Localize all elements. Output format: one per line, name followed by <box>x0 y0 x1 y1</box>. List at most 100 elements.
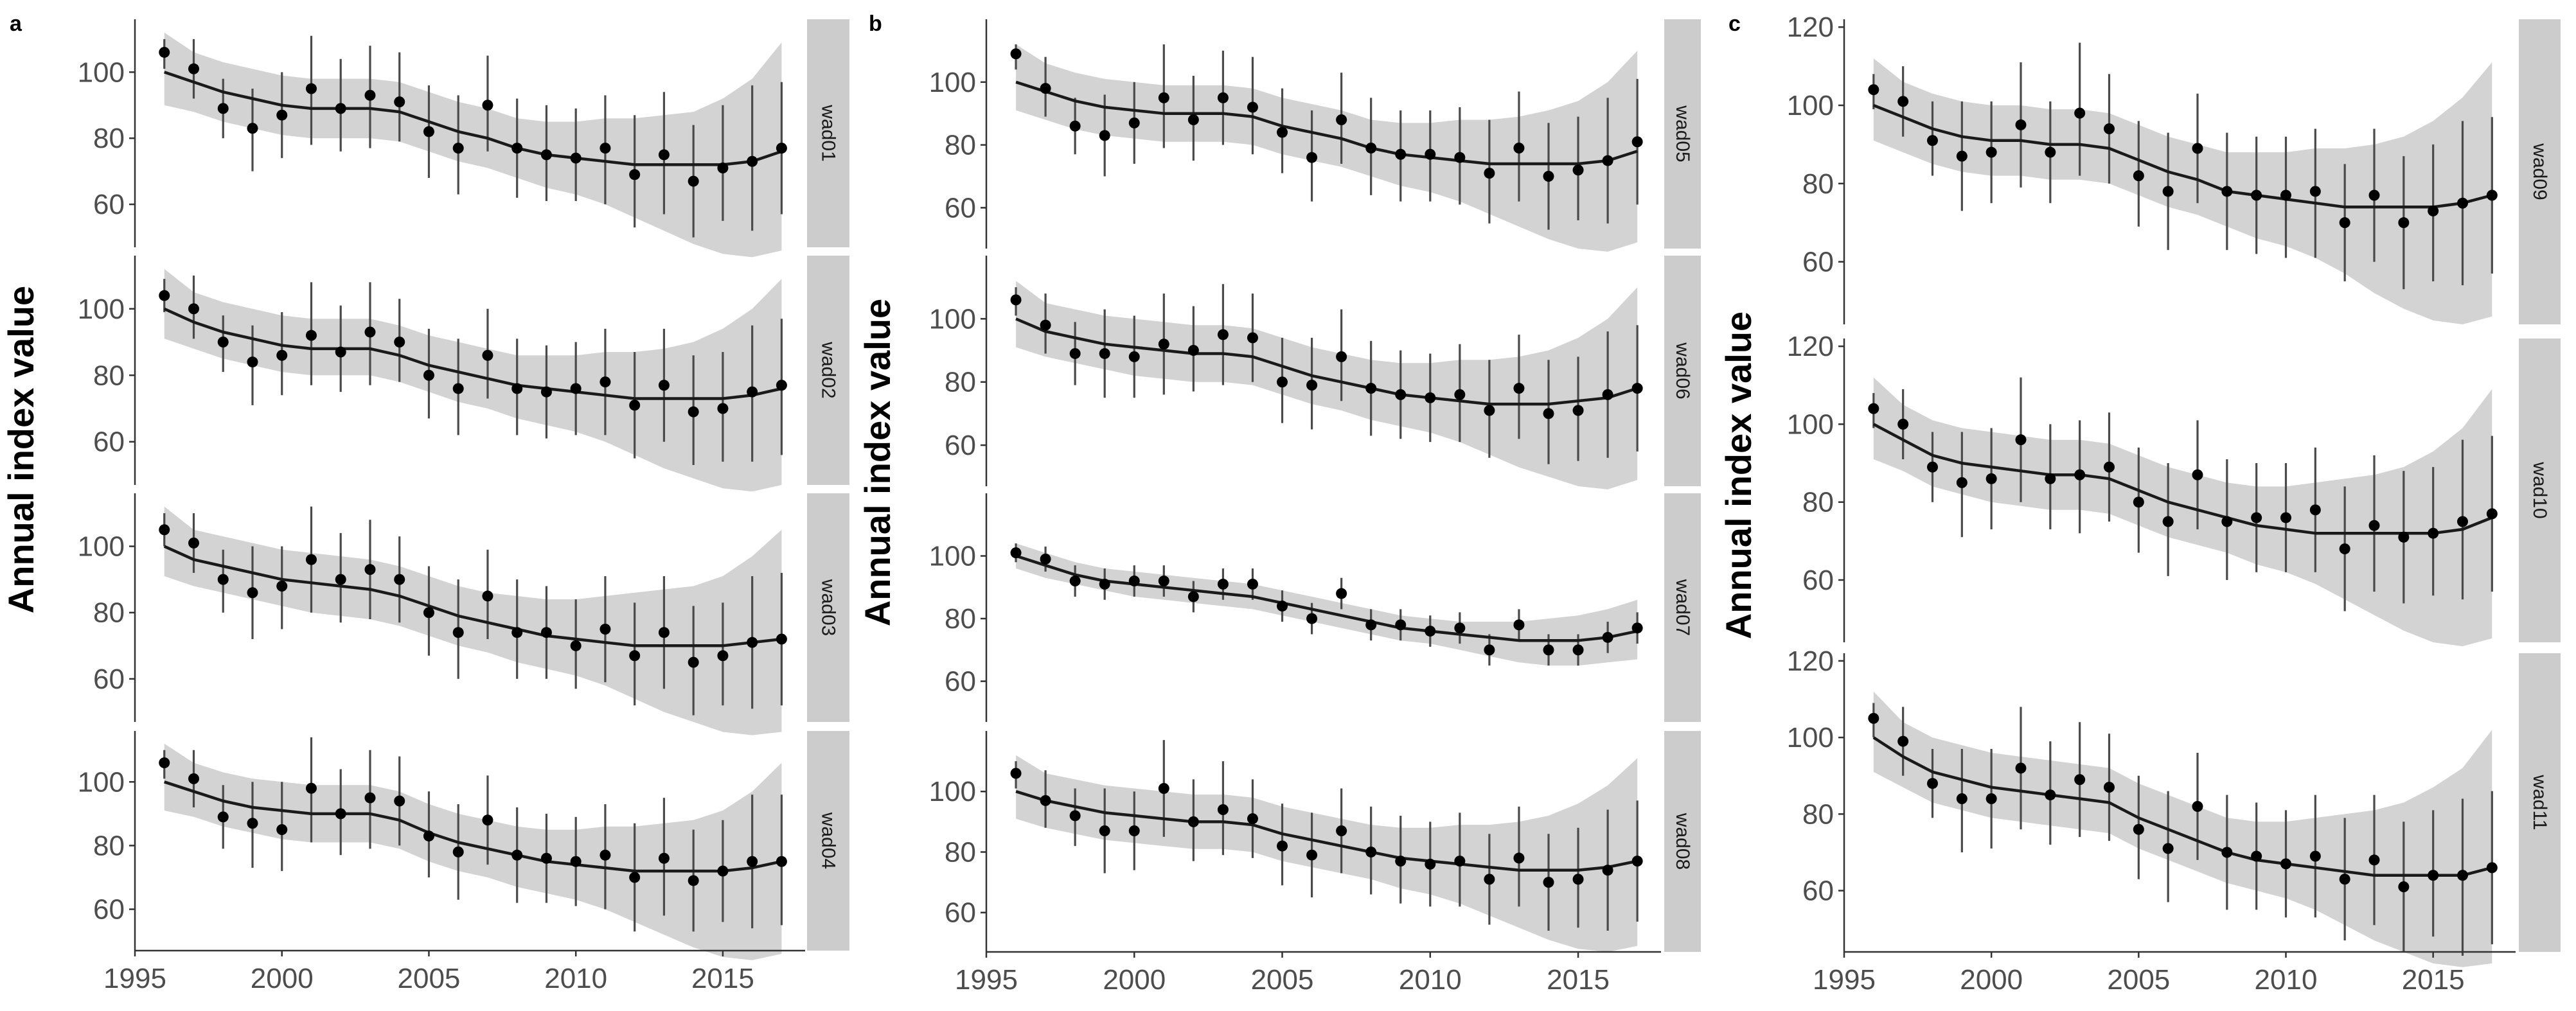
data-point <box>540 386 552 398</box>
data-point <box>1956 477 1968 488</box>
data-point <box>776 633 787 645</box>
data-point <box>217 337 229 348</box>
data-point <box>1128 576 1140 587</box>
data-point <box>1069 120 1081 132</box>
data-point <box>423 831 434 842</box>
data-point <box>1217 92 1229 103</box>
data-point <box>1484 874 1495 885</box>
data-point <box>1543 171 1554 182</box>
data-point <box>540 149 552 161</box>
y-tick-label: 60 <box>1802 247 1834 278</box>
data-point <box>276 580 288 592</box>
data-point <box>1395 856 1407 867</box>
y-tick-label: 80 <box>945 130 976 161</box>
data-point <box>1010 294 1022 306</box>
data-point <box>188 773 199 784</box>
facet-strip <box>2519 653 2561 952</box>
y-tick-label: 80 <box>945 603 976 635</box>
data-point <box>159 46 170 58</box>
data-point <box>1217 329 1229 340</box>
y-tick-label: 60 <box>1802 565 1834 596</box>
data-point <box>2309 504 2321 516</box>
data-point <box>2192 469 2203 480</box>
data-point <box>364 326 376 338</box>
x-tick-label: 2000 <box>1960 964 2023 996</box>
data-point <box>2428 870 2439 881</box>
data-point <box>2280 189 2291 201</box>
data-point <box>159 290 170 301</box>
data-point <box>2015 119 2027 130</box>
data-point <box>1277 376 1288 388</box>
data-point <box>1985 793 1997 805</box>
x-tick-label: 1995 <box>1813 964 1876 996</box>
data-point <box>1040 553 1051 565</box>
data-point <box>2074 469 2086 480</box>
data-point <box>159 757 170 769</box>
data-point <box>335 103 346 114</box>
y-tick-label: 60 <box>945 192 976 224</box>
y-axis-label: Annual index value <box>857 299 898 626</box>
trend-line <box>1015 80 1638 166</box>
data-point <box>600 624 611 635</box>
data-point <box>1543 877 1554 888</box>
data-point <box>2015 434 2027 446</box>
facet-wad07: 60 80 100 wad07 <box>929 493 1701 722</box>
panel-label: c <box>1728 12 1741 36</box>
y-tick-label: 100 <box>78 57 125 88</box>
panel-a: a Annual index value 60 80 100 wad01 60 80 100 wa… <box>1 12 849 994</box>
data-point <box>217 103 229 114</box>
data-point <box>482 814 493 826</box>
facet-wad05: 60 80 100 wad05 <box>929 19 1701 252</box>
data-point <box>570 856 582 867</box>
facet-wad09: 60 80 100 120 wad09 <box>1787 12 2561 325</box>
data-point <box>394 96 405 108</box>
data-point <box>1306 849 1318 861</box>
data-point <box>1956 150 1968 162</box>
data-point <box>1217 804 1229 816</box>
data-point <box>276 824 288 836</box>
data-point <box>1602 389 1613 400</box>
trend-line <box>1015 554 1638 642</box>
data-point <box>688 175 699 187</box>
data-point <box>1187 816 1199 827</box>
data-point <box>717 650 729 662</box>
data-point <box>1306 613 1318 624</box>
confidence-band <box>164 32 782 258</box>
data-point <box>159 524 170 536</box>
data-point <box>2398 217 2410 229</box>
data-point <box>1868 712 1879 724</box>
x-tick-label: 2015 <box>691 963 754 994</box>
y-axis-label: Annual index value <box>1 286 41 613</box>
data-point <box>1484 168 1495 179</box>
data-point <box>1425 148 1436 160</box>
data-point <box>1395 619 1407 631</box>
confidence-band <box>1873 58 2492 325</box>
data-point <box>2457 516 2468 527</box>
panel-c: c Annual index value 60 80 100 120 wad09 60 80 10… <box>1718 12 2561 996</box>
data-point <box>2486 189 2498 201</box>
facet-strip-label: wad01 <box>818 104 839 161</box>
facet-strip-label: wad04 <box>818 812 839 869</box>
data-point <box>1099 578 1110 590</box>
facet-strip-label: wad10 <box>2529 461 2550 518</box>
data-point <box>247 818 258 829</box>
data-point <box>2074 774 2086 786</box>
facet-strip <box>807 256 849 485</box>
confidence-band <box>164 743 782 960</box>
data-point <box>305 782 317 794</box>
data-point <box>1897 735 1909 747</box>
data-point <box>1484 405 1495 416</box>
data-point <box>1187 345 1199 356</box>
y-tick-label: 60 <box>93 426 125 458</box>
data-point <box>394 337 405 348</box>
facet-wad04: 60 80 100 wad04 <box>78 731 849 960</box>
facet-wad01: 60 80 100 wad01 <box>78 19 849 258</box>
x-tick-label: 2010 <box>544 963 607 994</box>
data-point <box>747 155 758 167</box>
x-tick-label: 2000 <box>1103 964 1166 996</box>
facet-wad03: 60 80 100 wad03 <box>78 493 849 735</box>
data-point <box>747 386 758 398</box>
data-point <box>717 163 729 174</box>
data-point <box>2045 473 2056 484</box>
data-point <box>688 875 699 886</box>
